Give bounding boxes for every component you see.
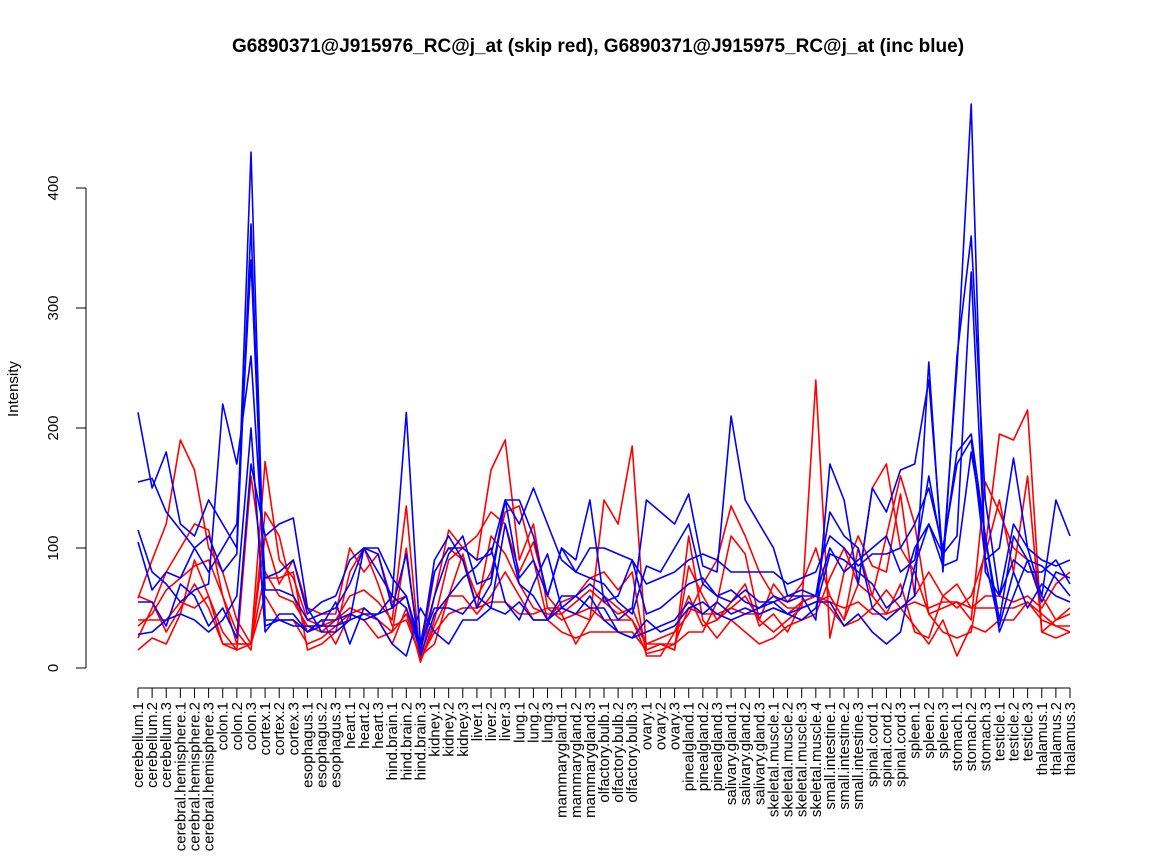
x-tick-label: thalamus.3 [1062, 702, 1079, 775]
chart-title: G6890371@J915976_RC@j_at (skip red), G68… [232, 36, 964, 57]
x-tick-label: spinal.cord.3 [893, 702, 910, 787]
x-tick-label: lung.1 [511, 702, 528, 743]
x-tick-label: cortex.1 [257, 702, 274, 755]
x-tick-label: spleen.2 [921, 702, 938, 759]
series-line-8 [137, 223, 1071, 651]
x-tick-label: spleen.1 [907, 702, 924, 759]
x-tick-label: ovary.3 [667, 702, 684, 750]
x-tick-label: heart.1 [342, 702, 359, 749]
x-tick-label: small.intestine.1 [822, 702, 839, 810]
x-tick-label: spleen.3 [935, 702, 952, 759]
x-tick-label: thalamus.1 [1034, 702, 1051, 775]
x-tick-label: olfactory.bulb.2 [610, 702, 627, 803]
x-tick-label: liver.3 [497, 702, 514, 741]
x-tick-label: skeletal.muscle.3 [794, 702, 811, 817]
x-tick-label: cortex.3 [285, 702, 302, 755]
x-tick-label: kidney.1 [427, 702, 444, 757]
x-axis: cerebellum.1cerebellum.2cerebellum.3cere… [130, 687, 1079, 851]
y-tick-label: 400 [45, 175, 62, 200]
x-tick-label: heart.2 [356, 702, 373, 749]
y-axis-label: Intensity [5, 361, 22, 417]
x-tick-label: cerebellum.3 [158, 702, 175, 788]
x-tick-label: lung.3 [540, 702, 557, 743]
y-tick-label: 200 [45, 415, 62, 440]
y-tick-label: 300 [45, 295, 62, 320]
x-tick-label: cerebellum.2 [144, 702, 161, 788]
x-tick-label: mammarygland.2 [568, 702, 585, 818]
x-tick-label: ovary.1 [638, 702, 655, 750]
x-tick-label: colon.1 [215, 702, 232, 750]
x-tick-label: stomach.1 [949, 702, 966, 771]
x-tick-label: skeletal.muscle.1 [765, 702, 782, 817]
x-tick-label: salivary.gland.3 [751, 702, 768, 805]
series-line-7 [137, 103, 1071, 645]
x-tick-label: esophagus.3 [328, 702, 345, 788]
y-tick-label: 0 [45, 664, 62, 672]
x-tick-label: esophagus.2 [314, 702, 331, 788]
x-tick-label: testicle.1 [991, 702, 1008, 761]
x-tick-label: skeletal.muscle.4 [808, 702, 825, 817]
x-tick-label: colon.2 [229, 702, 246, 750]
x-tick-label: kidney.3 [455, 702, 472, 757]
x-tick-label: cerebral.hemisphere.2 [186, 702, 203, 851]
x-tick-label: esophagus.1 [299, 702, 316, 788]
x-tick-label: liver.2 [483, 702, 500, 741]
x-tick-label: olfactory.bulb.3 [624, 702, 641, 803]
x-tick-label: cortex.2 [271, 702, 288, 755]
x-tick-label: lung.2 [525, 702, 542, 743]
x-tick-label: hind.brain.1 [384, 702, 401, 780]
x-tick-label: cerebral.hemisphere.3 [201, 702, 218, 851]
x-tick-label: ovary.2 [652, 702, 669, 750]
x-tick-label: hind.brain.3 [412, 702, 429, 780]
x-tick-label: spinal.cord.2 [878, 702, 895, 787]
x-tick-label: testicle.2 [1006, 702, 1023, 761]
series-line-12 [137, 427, 1071, 657]
x-tick-label: kidney.2 [441, 702, 458, 757]
x-tick-label: pinealgland.3 [709, 702, 726, 791]
x-tick-label: cerebellum.1 [130, 702, 147, 788]
y-tick-label: 100 [45, 535, 62, 560]
x-tick-label: stomach.3 [977, 702, 994, 771]
x-tick-label: testicle.3 [1020, 702, 1037, 761]
x-tick-label: mammarygland.3 [582, 702, 599, 818]
x-tick-label: colon.3 [243, 702, 260, 750]
x-tick-label: spinal.cord.1 [864, 702, 881, 787]
x-tick-label: stomach.2 [963, 702, 980, 771]
x-tick-label: small.intestine.3 [850, 702, 867, 810]
series-line-10 [137, 259, 1071, 651]
x-tick-label: thalamus.2 [1048, 702, 1065, 775]
x-tick-label: olfactory.bulb.1 [596, 702, 613, 803]
x-tick-label: salivary.gland.1 [723, 702, 740, 805]
x-tick-label: pinealgland.1 [681, 702, 698, 791]
x-tick-label: cerebral.hemisphere.1 [172, 702, 189, 851]
x-tick-label: skeletal.muscle.2 [780, 702, 797, 817]
x-tick-label: mammarygland.1 [554, 702, 571, 818]
plot-area [137, 103, 1071, 663]
y-axis: 0 100 200 300 400 [45, 175, 87, 672]
series-line-11 [138, 271, 1071, 657]
x-tick-label: liver.1 [469, 702, 486, 741]
series-line-1 [137, 409, 1071, 663]
x-tick-label: hind.brain.2 [398, 702, 415, 780]
x-tick-label: small.intestine.2 [836, 702, 853, 810]
x-tick-label: pinealgland.2 [695, 702, 712, 791]
x-tick-label: salivary.gland.2 [737, 702, 754, 805]
x-tick-label: heart.3 [370, 702, 387, 749]
series-line-9 [137, 355, 1071, 645]
